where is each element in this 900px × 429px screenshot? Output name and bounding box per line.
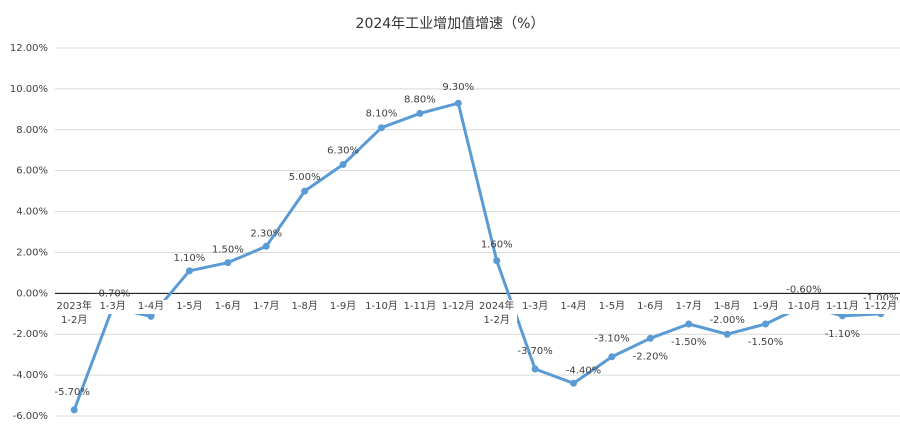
x-tick-label: 1-5月 [169, 300, 210, 315]
x-tick-label: 1-10月 [783, 300, 824, 315]
x-tick-label: 1-3月 [92, 300, 133, 315]
data-label: 6.30% [327, 146, 359, 157]
point [339, 161, 347, 169]
line [72, 101, 881, 411]
data-label: 1.50% [212, 245, 244, 256]
x-tick-label: 1-9月 [323, 300, 364, 315]
point [723, 330, 731, 338]
data-label: -0.70% [95, 289, 130, 300]
x-tick-label: 2023年 1-2月 [54, 300, 95, 329]
x-tick-label: 1-5月 [591, 300, 632, 315]
x-tick-label: 1-11月 [399, 300, 440, 315]
x-tick-label: 1-11月 [822, 300, 863, 315]
x-tick-label: 1-12月 [438, 300, 479, 315]
y-tick-label: 2.00% [16, 247, 48, 258]
x-tick-label: 1-4月 [131, 300, 172, 315]
x-tick-label: 1-7月 [246, 300, 287, 315]
x-tick-label: 1-6月 [630, 300, 671, 315]
point [416, 109, 424, 117]
y-tick-label: 4.00% [16, 207, 48, 218]
data-label: 9.30% [442, 82, 474, 93]
point [570, 379, 578, 387]
y-tick-label: -4.00% [13, 370, 48, 381]
data-label: -1.50% [671, 337, 706, 348]
point [762, 320, 770, 328]
x-tick-label: 1-6月 [207, 300, 248, 315]
point [454, 99, 462, 107]
x-tick-label: 1-3月 [515, 300, 556, 315]
data-label: -1.10% [825, 329, 860, 340]
data-label: -1.00% [863, 293, 898, 304]
x-tick-label: 1-9月 [745, 300, 786, 315]
point [147, 312, 155, 320]
y-tick-label: -6.00% [13, 411, 48, 422]
y-tick-label: 10.00% [10, 84, 48, 95]
data-label: 5.00% [289, 172, 321, 183]
data-label: 8.10% [366, 109, 398, 120]
data-label: 2.30% [250, 228, 282, 239]
point [608, 353, 616, 361]
y-tick-label: 8.00% [16, 125, 48, 136]
data-label: -2.00% [709, 315, 744, 326]
chart-title: 2024年工业增加值增速（%） [356, 16, 545, 32]
point [377, 124, 385, 132]
data-label: 1.60% [481, 240, 513, 251]
y-tick-label: 12.00% [10, 43, 48, 54]
data-label: -3.70% [517, 346, 552, 357]
data-label: -5.70% [55, 387, 90, 398]
data-label: -1.50% [748, 337, 783, 348]
data-label: -2.20% [633, 351, 668, 362]
point [262, 242, 270, 250]
x-tick-label: 1-10月 [361, 300, 402, 315]
point [531, 365, 539, 373]
point [70, 406, 78, 414]
y-tick-label: 0.00% [16, 288, 48, 299]
point [685, 320, 693, 328]
x-tick-label: 1-4月 [553, 300, 594, 315]
data-label: -3.10% [594, 334, 629, 345]
point [185, 267, 193, 275]
y-tick-label: -2.00% [13, 329, 48, 340]
point [646, 334, 654, 342]
x-tick-label: 1-12月 [860, 300, 900, 315]
x-tick-label: 1-8月 [284, 300, 325, 315]
data-label: -4.40% [566, 365, 601, 376]
x-tick-label: 1-7月 [668, 300, 709, 315]
point [493, 257, 501, 265]
data-label: -0.60% [786, 285, 821, 296]
point [301, 187, 309, 195]
data-label: 8.80% [404, 94, 436, 105]
y-tick-label: 6.00% [16, 166, 48, 177]
x-tick-label: 1-8月 [707, 300, 748, 315]
data-label: 1.10% [174, 253, 206, 264]
x-tick-label: 2024年 1-2月 [476, 300, 517, 329]
point [224, 259, 232, 267]
